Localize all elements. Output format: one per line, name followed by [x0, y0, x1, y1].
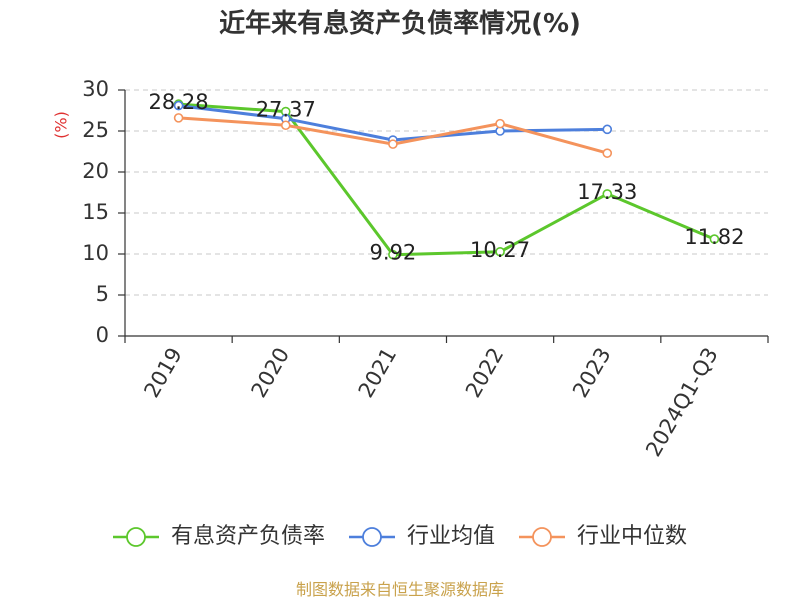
series-layer — [173, 99, 720, 260]
series-2 — [173, 113, 613, 158]
data-label: 17.33 — [577, 180, 637, 204]
y-tick-label: 0 — [96, 323, 109, 347]
y-tick-label: 15 — [82, 200, 109, 224]
y-axis-label: (%) — [52, 111, 71, 139]
legend-line-circle-icon — [112, 527, 159, 547]
x-tick-label: 2024Q1-Q3 — [641, 344, 723, 461]
data-label: 9.92 — [370, 241, 417, 265]
data-point — [388, 139, 398, 149]
data-label: 28.28 — [149, 90, 209, 114]
data-point — [280, 120, 291, 131]
data-label: 27.37 — [256, 98, 316, 122]
axes: 0 5 10 15 20 25 30 2019 2020 2021 2022 2023 2024Q1-Q… — [82, 77, 769, 461]
x-tick-label: 2023 — [568, 344, 616, 402]
data-label: 11.82 — [684, 225, 744, 249]
chart-title: 近年来有息资产负债率情况(%) — [219, 9, 581, 39]
series-line — [177, 102, 716, 257]
data-label: 10.27 — [470, 238, 530, 262]
y-tick-label: 5 — [96, 282, 109, 306]
y-tick-label: 30 — [82, 77, 109, 101]
gridlines — [125, 89, 768, 296]
x-tick-label: 2022 — [461, 344, 509, 402]
legend-item-industry-average[interactable]: 行业均值 — [348, 524, 495, 550]
y-tick-label: 20 — [82, 159, 109, 183]
legend-label: 有息资产负债率 — [170, 524, 325, 549]
data-point — [495, 118, 505, 129]
legend: 有息资产负债率 行业均值 行业中位数 — [0, 522, 800, 552]
data-point — [495, 246, 505, 257]
x-tick-label: 2021 — [354, 344, 402, 402]
y-tick-label: 25 — [82, 118, 109, 142]
data-labels: 28.28 27.37 9.92 10.27 17.33 11.82 — [149, 90, 745, 265]
data-point — [602, 124, 613, 135]
source-note: 制图数据来自恒生聚源数据库 — [295, 580, 504, 599]
legend-label: 行业中位数 — [577, 524, 688, 549]
data-point — [602, 189, 613, 199]
data-point — [173, 100, 184, 111]
legend-line-circle-icon — [519, 527, 565, 547]
y-tick-label: 10 — [82, 241, 109, 265]
x-tick-label: 2020 — [247, 344, 295, 402]
data-point — [388, 249, 398, 260]
legend-item-industry-median[interactable]: 行业中位数 — [519, 524, 687, 550]
data-point — [602, 148, 613, 158]
legend-line-circle-icon — [348, 527, 395, 547]
data-point — [709, 234, 720, 244]
data-point — [173, 113, 184, 123]
legend-item-interest-bearing-debt-ratio[interactable]: 有息资产负债率 — [112, 524, 325, 550]
x-tick-label: 2019 — [139, 344, 187, 402]
legend-label: 行业均值 — [406, 524, 495, 549]
